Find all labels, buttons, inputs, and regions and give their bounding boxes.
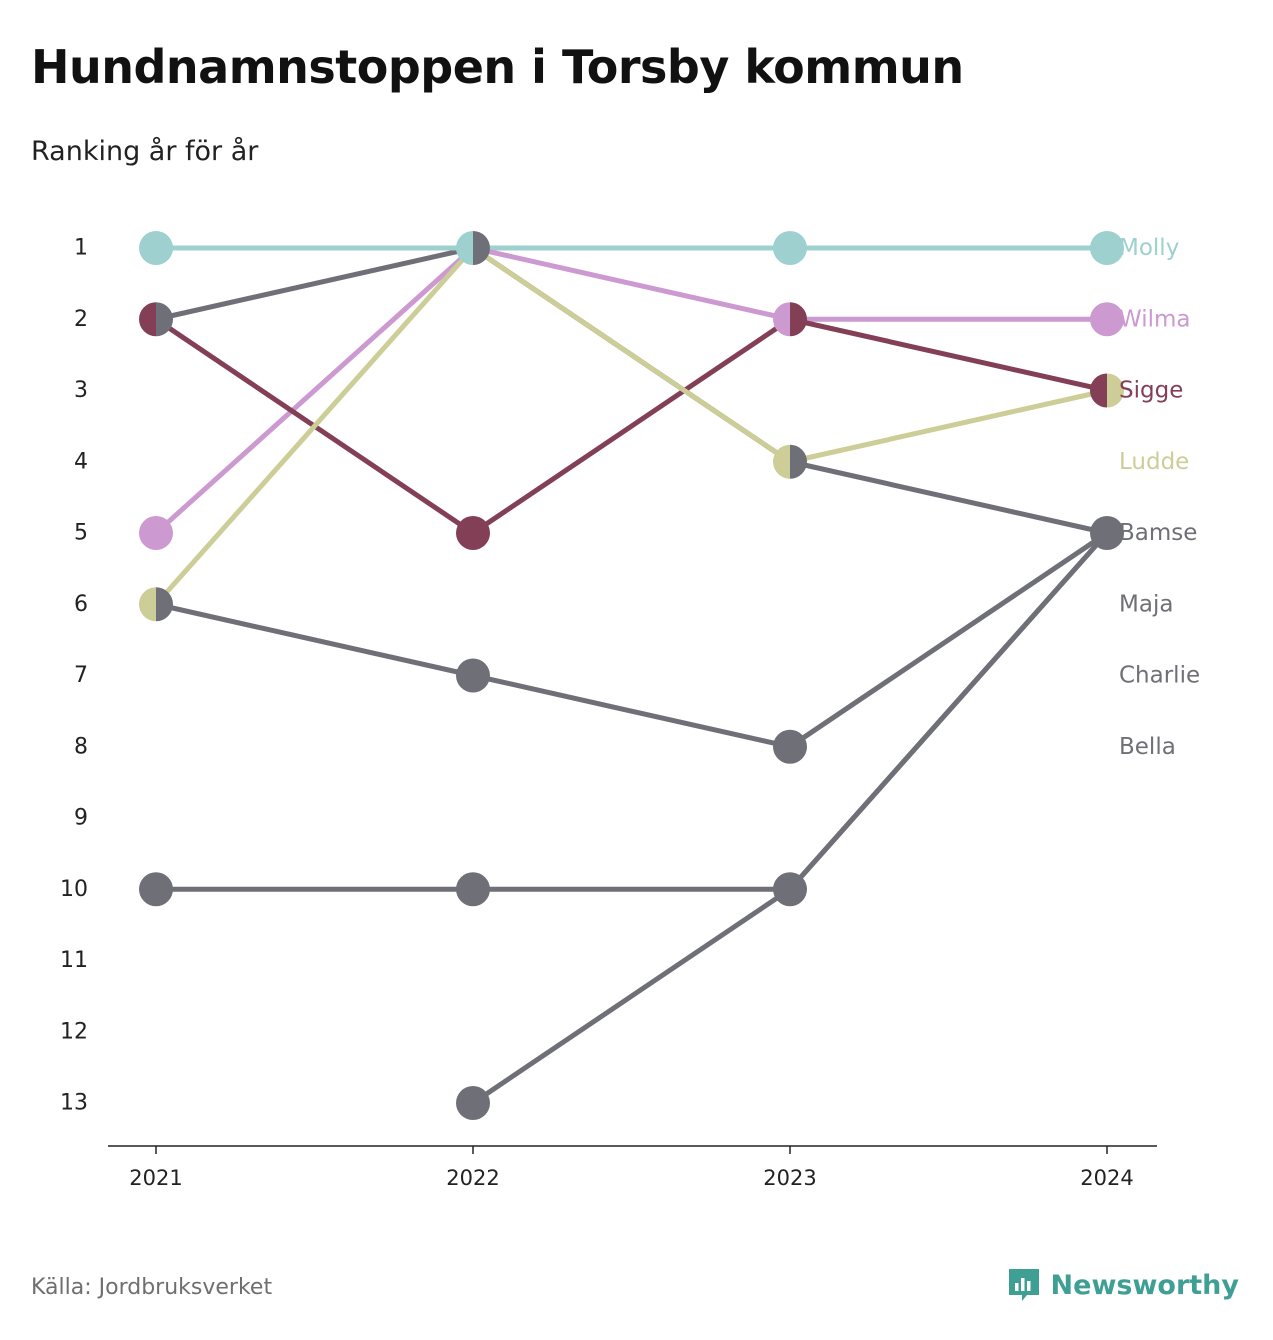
brand-logo: Newsworthy: [1007, 1267, 1239, 1303]
point-half-right: [156, 302, 173, 337]
chart-subtitle: Ranking år för år: [31, 136, 259, 167]
y-tick-label-8: 8: [74, 734, 88, 759]
series-line-ludde: [153, 245, 1110, 607]
point-wilma-2021: [139, 516, 173, 550]
point-molly-wilma-ludde-bamse-2022: [456, 231, 490, 265]
point-half-right: [473, 231, 490, 265]
source-note: Källa: Jordbruksverket: [31, 1275, 273, 1300]
x-tick-label-2022: 2022: [446, 1166, 499, 1190]
series-label-bamse: Bamse: [1119, 520, 1197, 546]
y-tick-label-7: 7: [74, 663, 88, 688]
point-half-left: [139, 587, 156, 622]
point-half-right: [790, 444, 807, 479]
y-tick-label-10: 10: [60, 877, 88, 902]
newsworthy-logo-icon: [1008, 1269, 1039, 1301]
point-sigge-bamse-2021: [139, 302, 173, 337]
point-sigge-2022: [456, 516, 490, 550]
point-half-right: [156, 587, 173, 622]
y-tick-label-9: 9: [74, 806, 88, 831]
y-tick-label-4: 4: [74, 449, 88, 474]
chart-title: Hundnamnstoppen i Torsby kommun: [31, 40, 964, 94]
point-sigge-ludde-2024: [1090, 373, 1124, 408]
y-tick-label-2: 2: [74, 307, 88, 332]
point-half-left: [1090, 373, 1107, 408]
y-tick-label-12: 12: [60, 1019, 88, 1044]
x-tick-label-2021: 2021: [129, 1166, 182, 1190]
point-bella-2022: [456, 1086, 490, 1120]
series-label-bella: Bella: [1119, 734, 1176, 760]
series-label-maja: Maja: [1119, 591, 1173, 617]
series-label-wilma: Wilma: [1119, 306, 1191, 332]
point-molly-2021: [139, 231, 173, 265]
point-wilma-2024: [1090, 302, 1124, 337]
point-half-left: [773, 302, 790, 337]
point-bamse-maja-charlie-bella-2024: [1090, 516, 1124, 550]
series-line-bamse: [153, 245, 1110, 536]
point-ludde-maja-2021: [139, 587, 173, 622]
series-line-maja: [153, 530, 1110, 750]
series-line-wilma: [153, 245, 1110, 536]
y-tick-label-11: 11: [60, 948, 88, 973]
point-half-right: [790, 302, 807, 337]
y-tick-label-3: 3: [74, 378, 88, 403]
point-charlie-2022: [456, 872, 490, 907]
point-ludde-bamse-2023: [773, 444, 807, 479]
point-half-left: [773, 444, 790, 479]
x-tick-label-2024: 2024: [1080, 1166, 1133, 1190]
y-tick-label-1: 1: [74, 236, 88, 261]
point-wilma-sigge-2023: [773, 302, 807, 337]
series-label-sigge: Sigge: [1119, 378, 1183, 404]
point-charlie-bella-2023: [773, 872, 807, 907]
series-line-bella: [470, 530, 1110, 1106]
point-maja-2023: [773, 729, 807, 764]
point-molly-2024: [1090, 231, 1124, 265]
series-label-molly: Molly: [1119, 235, 1179, 261]
brand-name: Newsworthy: [1050, 1269, 1239, 1301]
series-label-charlie: Charlie: [1119, 663, 1200, 689]
y-tick-label-6: 6: [74, 592, 88, 617]
point-charlie-2021: [139, 872, 173, 907]
y-tick-label-13: 13: [60, 1091, 88, 1116]
point-half-left: [139, 302, 156, 337]
series-label-ludde: Ludde: [1119, 449, 1189, 475]
point-half-left: [456, 231, 473, 265]
point-half-right: [1107, 373, 1124, 408]
point-molly-2023: [773, 231, 807, 265]
x-tick-label-2023: 2023: [763, 1166, 816, 1190]
y-tick-label-5: 5: [74, 521, 88, 546]
point-maja-2022: [456, 658, 490, 693]
